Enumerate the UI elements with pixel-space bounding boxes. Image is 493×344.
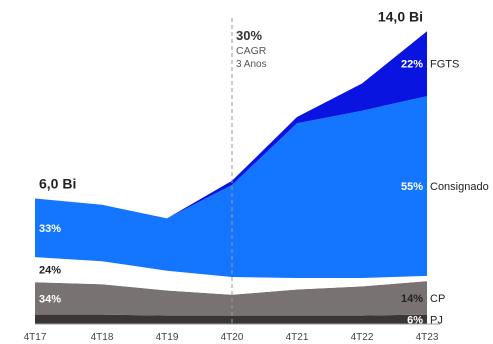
cagr-value: 30% xyxy=(236,28,262,43)
total-label-4t23: 14,0 Bi xyxy=(378,8,423,24)
share-label-pj-4t23: 6% xyxy=(407,314,423,326)
cagr-period-label: 3 Anos xyxy=(236,59,267,70)
series-labels: PJ CP Consignado FGTS xyxy=(430,59,489,327)
x-tick-4t17: 4T17 xyxy=(24,332,47,343)
x-tick-4t20: 4T20 xyxy=(221,332,244,343)
x-tick-4t23: 4T23 xyxy=(416,332,439,343)
share-label-fgts-4t23: 22% xyxy=(401,59,423,71)
x-tick-4t18: 4T18 xyxy=(91,332,114,343)
share-label-cp-4t17: 34% xyxy=(39,293,61,305)
area-consignado xyxy=(35,96,427,278)
x-tick-4t22: 4T22 xyxy=(351,332,374,343)
share-label-consignado-4t23: 55% xyxy=(401,181,423,193)
share-label-cp-4t23: 14% xyxy=(401,293,423,305)
series-label-cp: CP xyxy=(430,293,445,305)
area-pj xyxy=(35,315,427,324)
series-label-pj: PJ xyxy=(430,314,443,326)
stacked-areas xyxy=(35,31,427,324)
series-label-consignado: Consignado xyxy=(430,181,489,193)
series-label-fgts: FGTS xyxy=(430,59,459,71)
x-tick-4t21: 4T21 xyxy=(286,332,309,343)
cagr-label: CAGR xyxy=(236,45,267,57)
x-tick-labels: 4T17 4T18 4T19 4T20 4T21 4T22 4T23 xyxy=(24,332,439,343)
x-tick-4t19: 4T19 xyxy=(156,332,179,343)
share-label-consignado-4t17: 33% xyxy=(39,223,61,235)
share-label-gap-4t17: 24% xyxy=(39,265,61,277)
total-label-4t17: 6,0 Bi xyxy=(39,176,76,192)
